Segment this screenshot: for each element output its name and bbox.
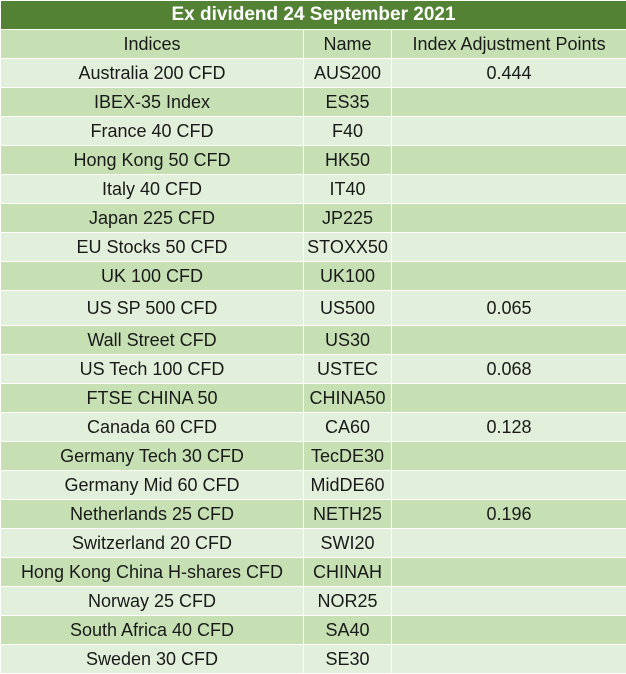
cell-name: SWI20 (303, 528, 392, 558)
cell-name: USTEC (303, 354, 392, 384)
cell-name: MidDE60 (303, 470, 392, 500)
cell-points (390, 557, 626, 587)
cell-index: Norway 25 CFD (0, 586, 304, 616)
cell-points (390, 203, 626, 233)
cell-points: 0.068 (390, 354, 626, 384)
cell-name: AUS200 (303, 58, 392, 88)
cell-name: JP225 (303, 203, 392, 233)
cell-index: Sweden 30 CFD (0, 644, 304, 674)
cell-points (390, 116, 626, 146)
table-row: Australia 200 CFD AUS200 0.444 (0, 58, 626, 88)
cell-index: Netherlands 25 CFD (0, 499, 304, 529)
table-row: UK 100 CFD UK100 (0, 261, 626, 291)
table-row: Sweden 30 CFD SE30 (0, 644, 626, 674)
cell-points: 0.065 (390, 290, 626, 326)
table-row: IBEX-35 Index ES35 (0, 87, 626, 117)
cell-index: Italy 40 CFD (0, 174, 304, 204)
table-row: South Africa 40 CFD SA40 (0, 615, 626, 645)
table-row: Italy 40 CFD IT40 (0, 174, 626, 204)
table-row: EU Stocks 50 CFD STOXX50 (0, 232, 626, 262)
cell-points (390, 586, 626, 616)
cell-index: UK 100 CFD (0, 261, 304, 291)
cell-name: UK100 (303, 261, 392, 291)
cell-name: NETH25 (303, 499, 392, 529)
cell-points: 0.128 (390, 412, 626, 442)
cell-name: CHINAH (303, 557, 392, 587)
table-row: Hong Kong 50 CFD HK50 (0, 145, 626, 175)
cell-index: France 40 CFD (0, 116, 304, 146)
cell-name: SE30 (303, 644, 392, 674)
table-row: Hong Kong China H-shares CFD CHINAH (0, 557, 626, 587)
cell-points (390, 325, 626, 355)
cell-points (390, 87, 626, 117)
cell-points (390, 441, 626, 471)
table-row: Japan 225 CFD JP225 (0, 203, 626, 233)
cell-index: FTSE CHINA 50 (0, 383, 304, 413)
cell-index: Canada 60 CFD (0, 412, 304, 442)
cell-name: CA60 (303, 412, 392, 442)
cell-name: SA40 (303, 615, 392, 645)
cell-name: F40 (303, 116, 392, 146)
cell-index: Switzerland 20 CFD (0, 528, 304, 558)
cell-index: IBEX-35 Index (0, 87, 304, 117)
cell-name: IT40 (303, 174, 392, 204)
table-row: FTSE CHINA 50 CHINA50 (0, 383, 626, 413)
table-row: France 40 CFD F40 (0, 116, 626, 146)
cell-name: TecDE30 (303, 441, 392, 471)
cell-points (390, 470, 626, 500)
cell-name: STOXX50 (303, 232, 392, 262)
cell-index: Germany Tech 30 CFD (0, 441, 304, 471)
cell-index: Australia 200 CFD (0, 58, 304, 88)
header-name: Name (303, 29, 392, 59)
header-points: Index Adjustment Points (390, 29, 626, 59)
cell-points (390, 644, 626, 674)
cell-index: Hong Kong 50 CFD (0, 145, 304, 175)
cell-name: ES35 (303, 87, 392, 117)
cell-index: EU Stocks 50 CFD (0, 232, 304, 262)
cell-points: 0.444 (390, 58, 626, 88)
header-indices: Indices (0, 29, 304, 59)
table-row: Switzerland 20 CFD SWI20 (0, 528, 626, 558)
cell-name: US30 (303, 325, 392, 355)
cell-name: HK50 (303, 145, 392, 175)
cell-points: 0.196 (390, 499, 626, 529)
cell-points (390, 528, 626, 558)
cell-points (390, 232, 626, 262)
table-row: Germany Mid 60 CFD MidDE60 (0, 470, 626, 500)
cell-points (390, 615, 626, 645)
cell-name: US500 (303, 290, 392, 326)
table-row: Germany Tech 30 CFD TecDE30 (0, 441, 626, 471)
cell-index: Hong Kong China H-shares CFD (0, 557, 304, 587)
table-row: Norway 25 CFD NOR25 (0, 586, 626, 616)
table-row: US Tech 100 CFD USTEC 0.068 (0, 354, 626, 384)
table-row: Canada 60 CFD CA60 0.128 (0, 412, 626, 442)
table-row: US SP 500 CFD US500 0.065 (0, 290, 626, 326)
cell-index: Japan 225 CFD (0, 203, 304, 233)
cell-index: US SP 500 CFD (0, 290, 304, 326)
cell-index: US Tech 100 CFD (0, 354, 304, 384)
cell-name: NOR25 (303, 586, 392, 616)
cell-name: CHINA50 (303, 383, 392, 413)
cell-points (390, 261, 626, 291)
cell-points (390, 383, 626, 413)
header-row: Indices Name Index Adjustment Points (0, 29, 626, 59)
cell-index: Wall Street CFD (0, 325, 304, 355)
table-row: Wall Street CFD US30 (0, 325, 626, 355)
cell-index: Germany Mid 60 CFD (0, 470, 304, 500)
table-title: Ex dividend 24 September 2021 (0, 0, 626, 30)
cell-index: South Africa 40 CFD (0, 615, 304, 645)
cell-points (390, 174, 626, 204)
table-row: Netherlands 25 CFD NETH25 0.196 (0, 499, 626, 529)
cell-points (390, 145, 626, 175)
